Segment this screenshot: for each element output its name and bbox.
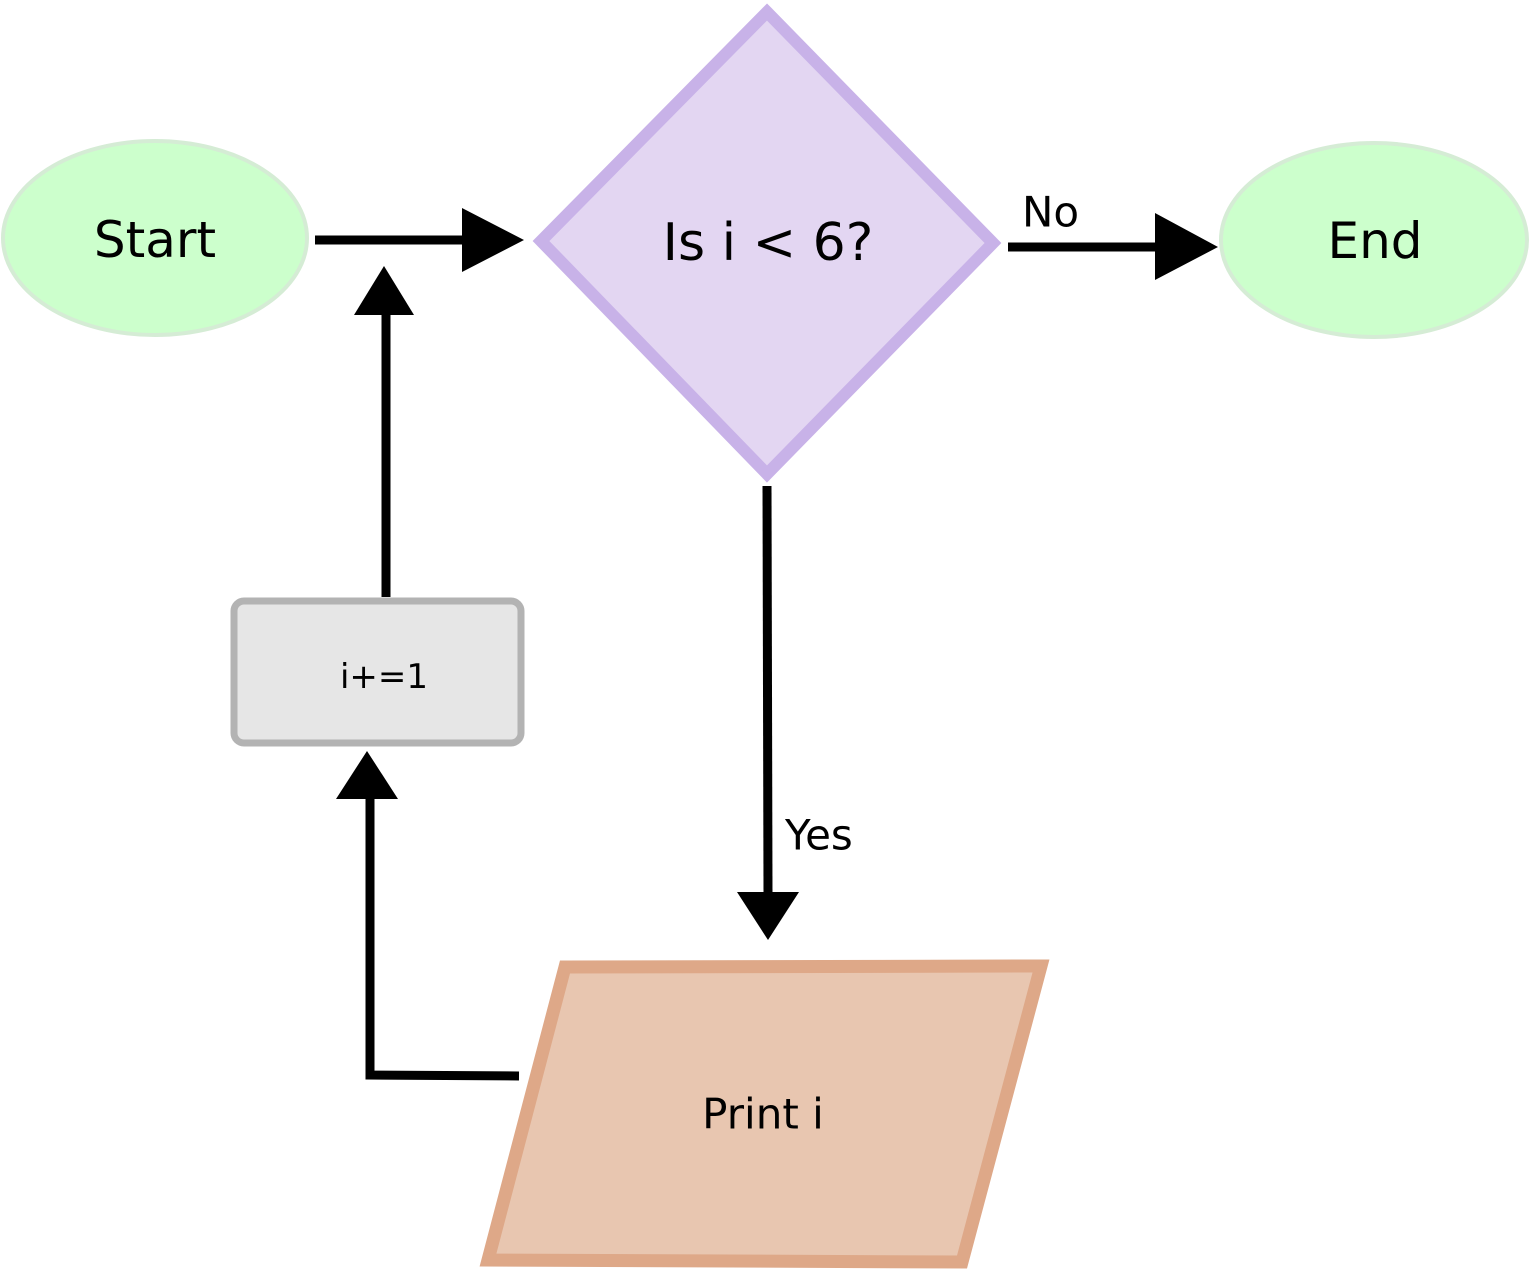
arrow-start-to-decision (315, 208, 524, 272)
print-node[interactable]: Print i (479, 959, 1050, 1269)
arrow-increment-to-loop (354, 266, 414, 597)
start-label: Start (94, 211, 216, 269)
increment-label: i+=1 (340, 657, 428, 697)
print-label: Print i (702, 1090, 824, 1139)
arrow-decision-to-print-head (737, 892, 799, 940)
arrow-print-to-increment-head (336, 751, 398, 799)
start-node[interactable]: Start (1, 139, 309, 337)
arrow-decision-to-end: No (1008, 188, 1218, 280)
end-label: End (1327, 212, 1422, 270)
print-shape (479, 959, 1050, 1269)
arrow-print-to-increment (336, 751, 520, 1081)
arrow-decision-to-end-head (1155, 213, 1218, 280)
arrow-start-to-decision-head (462, 208, 524, 272)
arrow-print-to-increment-line (365, 796, 520, 1081)
arrow-decision-to-print-line (762, 485, 773, 896)
increment-shape (230, 597, 525, 747)
end-node[interactable]: End (1219, 141, 1529, 339)
arrow-increment-to-loop-head (354, 266, 414, 315)
end-shape (1219, 141, 1529, 339)
edge-label-no: No (1022, 188, 1079, 237)
increment-node[interactable]: i+=1 (230, 597, 525, 747)
edge-label-yes: Yes (784, 811, 853, 860)
start-shape (1, 139, 309, 337)
decision-node[interactable]: Is i < 6? (532, 3, 1002, 483)
decision-label: Is i < 6? (663, 213, 874, 273)
decision-shape (532, 3, 1002, 483)
arrow-decision-to-print: Yes (737, 485, 853, 940)
